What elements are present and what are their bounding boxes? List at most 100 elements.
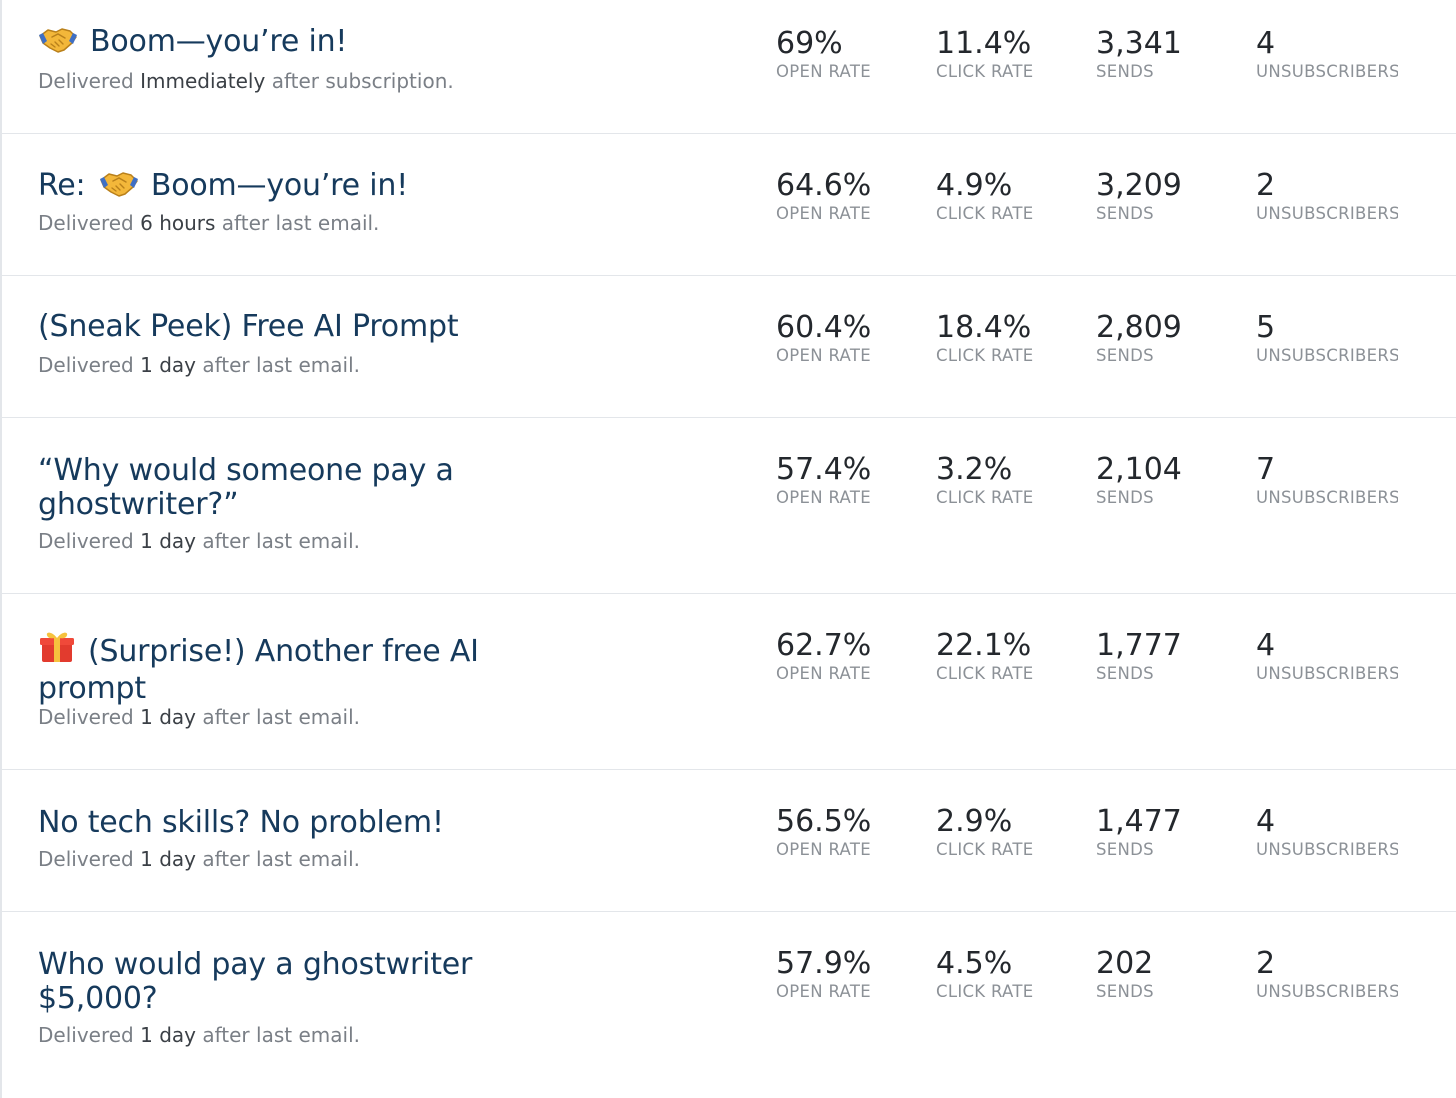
sends-value: 2,809: [1096, 310, 1182, 345]
email-row[interactable]: “Why would someone pay a ghostwriter?” D…: [2, 418, 1456, 594]
delivery-reference: last email.: [256, 353, 360, 377]
sends-value: 202: [1096, 946, 1154, 981]
delivery-reference: last email.: [256, 1023, 360, 1047]
delivery-timing: 1 day: [140, 529, 196, 553]
unsubscribers-value: 4: [1256, 26, 1276, 61]
sends-label: SENDS: [1096, 346, 1154, 365]
delivery-schedule: Delivered 1 day after last email.: [38, 1023, 360, 1047]
sends-stat: 2,104 SENDS: [1096, 452, 1182, 508]
click-rate-value: 4.5%: [936, 946, 1013, 981]
delivery-timing: Immediately: [140, 69, 266, 93]
delivery-schedule: Delivered 6 hours after last email.: [38, 211, 380, 235]
delivery-reference: last email.: [256, 705, 360, 729]
unsubscribers-label: UNSUBSCRIBERS: [1256, 982, 1398, 1001]
click-rate-label: CLICK RATE: [936, 982, 1034, 1001]
email-row[interactable]: (Surprise!) Another free AI prompt Deliv…: [2, 594, 1456, 770]
email-title[interactable]: (Surprise!) Another free AI prompt: [38, 628, 508, 706]
email-row[interactable]: Re: Boom—you’re in! Delivered 6 hours af…: [2, 134, 1456, 276]
email-title-text: Boom—you’re in!: [90, 24, 348, 59]
open-rate-stat: 57.9% OPEN RATE: [776, 946, 871, 1002]
sends-stat: 3,341 SENDS: [1096, 26, 1182, 82]
reply-prefix: Re:: [38, 168, 86, 203]
delivery-reference: subscription.: [325, 69, 454, 93]
click-rate-value: 18.4%: [936, 310, 1032, 345]
delivery-reference: last email.: [256, 847, 360, 871]
email-row[interactable]: No tech skills? No problem! Delivered 1 …: [2, 770, 1456, 912]
click-rate-stat: 18.4% CLICK RATE: [936, 310, 1033, 366]
sends-value: 3,209: [1096, 168, 1182, 203]
delivery-timing: 1 day: [140, 847, 196, 871]
open-rate-value: 57.9%: [776, 946, 872, 981]
click-rate-stat: 11.4% CLICK RATE: [936, 26, 1033, 82]
delivery-schedule: Delivered 1 day after last email.: [38, 705, 360, 729]
email-row[interactable]: (Sneak Peek) Free AI Prompt Delivered 1 …: [2, 276, 1456, 418]
open-rate-label: OPEN RATE: [776, 346, 871, 365]
open-rate-stat: 69% OPEN RATE: [776, 26, 871, 82]
click-rate-stat: 3.2% CLICK RATE: [936, 452, 1033, 508]
email-title[interactable]: (Sneak Peek) Free AI Prompt: [38, 310, 508, 344]
email-row[interactable]: Who would pay a ghostwriter $5,000? Deli…: [2, 912, 1456, 1098]
unsubscribers-stat: 2 UNSUBSCRIBERS: [1256, 168, 1398, 224]
click-rate-stat: 4.9% CLICK RATE: [936, 168, 1033, 224]
unsubscribers-value: 2: [1256, 946, 1276, 981]
click-rate-stat: 4.5% CLICK RATE: [936, 946, 1033, 1002]
open-rate-value: 69%: [776, 26, 843, 61]
email-title[interactable]: Who would pay a ghostwriter $5,000?: [38, 948, 508, 1016]
delivery-schedule: Delivered 1 day after last email.: [38, 353, 360, 377]
email-title[interactable]: “Why would someone pay a ghostwriter?”: [38, 454, 508, 522]
click-rate-stat: 2.9% CLICK RATE: [936, 804, 1033, 860]
delivery-timing: 6 hours: [140, 211, 216, 235]
email-title-text: (Surprise!) Another free AI prompt: [38, 634, 479, 706]
click-rate-label: CLICK RATE: [936, 664, 1034, 683]
email-title-text: (Sneak Peek) Free AI Prompt: [38, 309, 459, 344]
email-title[interactable]: Boom—you’re in!: [38, 24, 508, 62]
sends-label: SENDS: [1096, 488, 1154, 507]
unsubscribers-value: 4: [1256, 628, 1276, 663]
unsubscribers-value: 4: [1256, 804, 1276, 839]
open-rate-value: 64.6%: [776, 168, 872, 203]
sends-stat: 1,777 SENDS: [1096, 628, 1182, 684]
unsubscribers-value: 2: [1256, 168, 1276, 203]
unsubscribers-value: 7: [1256, 452, 1276, 487]
open-rate-label: OPEN RATE: [776, 840, 871, 859]
unsubscribers-label: UNSUBSCRIBERS: [1256, 204, 1398, 223]
email-title[interactable]: Re: Boom—you’re in!: [38, 168, 508, 206]
sends-value: 3,341: [1096, 26, 1182, 61]
delivery-timing: 1 day: [140, 705, 196, 729]
unsubscribers-stat: 7 UNSUBSCRIBERS: [1256, 452, 1398, 508]
unsubscribers-label: UNSUBSCRIBERS: [1256, 840, 1398, 859]
sends-stat: 202 SENDS: [1096, 946, 1154, 1002]
unsubscribers-stat: 4 UNSUBSCRIBERS: [1256, 26, 1398, 82]
open-rate-label: OPEN RATE: [776, 204, 871, 223]
email-title[interactable]: No tech skills? No problem!: [38, 806, 508, 840]
open-rate-label: OPEN RATE: [776, 664, 871, 683]
click-rate-value: 3.2%: [936, 452, 1013, 487]
click-rate-stat: 22.1% CLICK RATE: [936, 628, 1033, 684]
unsubscribers-label: UNSUBSCRIBERS: [1256, 488, 1398, 507]
open-rate-stat: 56.5% OPEN RATE: [776, 804, 871, 860]
handshake-icon: [38, 24, 78, 62]
delivery-schedule: Delivered 1 day after last email.: [38, 847, 360, 871]
open-rate-label: OPEN RATE: [776, 982, 871, 1001]
email-title-text: Who would pay a ghostwriter $5,000?: [38, 947, 473, 1016]
open-rate-stat: 64.6% OPEN RATE: [776, 168, 871, 224]
sends-stat: 3,209 SENDS: [1096, 168, 1182, 224]
handshake-icon: [99, 168, 139, 206]
unsubscribers-label: UNSUBSCRIBERS: [1256, 62, 1398, 81]
click-rate-label: CLICK RATE: [936, 62, 1034, 81]
unsubscribers-stat: 5 UNSUBSCRIBERS: [1256, 310, 1398, 366]
sends-value: 1,777: [1096, 628, 1182, 663]
open-rate-stat: 60.4% OPEN RATE: [776, 310, 871, 366]
delivery-schedule: Delivered Immediately after subscription…: [38, 69, 454, 93]
delivery-timing: 1 day: [140, 353, 196, 377]
unsubscribers-stat: 4 UNSUBSCRIBERS: [1256, 804, 1398, 860]
sends-label: SENDS: [1096, 204, 1154, 223]
unsubscribers-label: UNSUBSCRIBERS: [1256, 664, 1398, 683]
unsubscribers-stat: 2 UNSUBSCRIBERS: [1256, 946, 1398, 1002]
click-rate-label: CLICK RATE: [936, 204, 1034, 223]
email-row[interactable]: Boom—you’re in! Delivered Immediately af…: [2, 0, 1456, 134]
click-rate-label: CLICK RATE: [936, 488, 1034, 507]
click-rate-label: CLICK RATE: [936, 346, 1034, 365]
click-rate-label: CLICK RATE: [936, 840, 1034, 859]
